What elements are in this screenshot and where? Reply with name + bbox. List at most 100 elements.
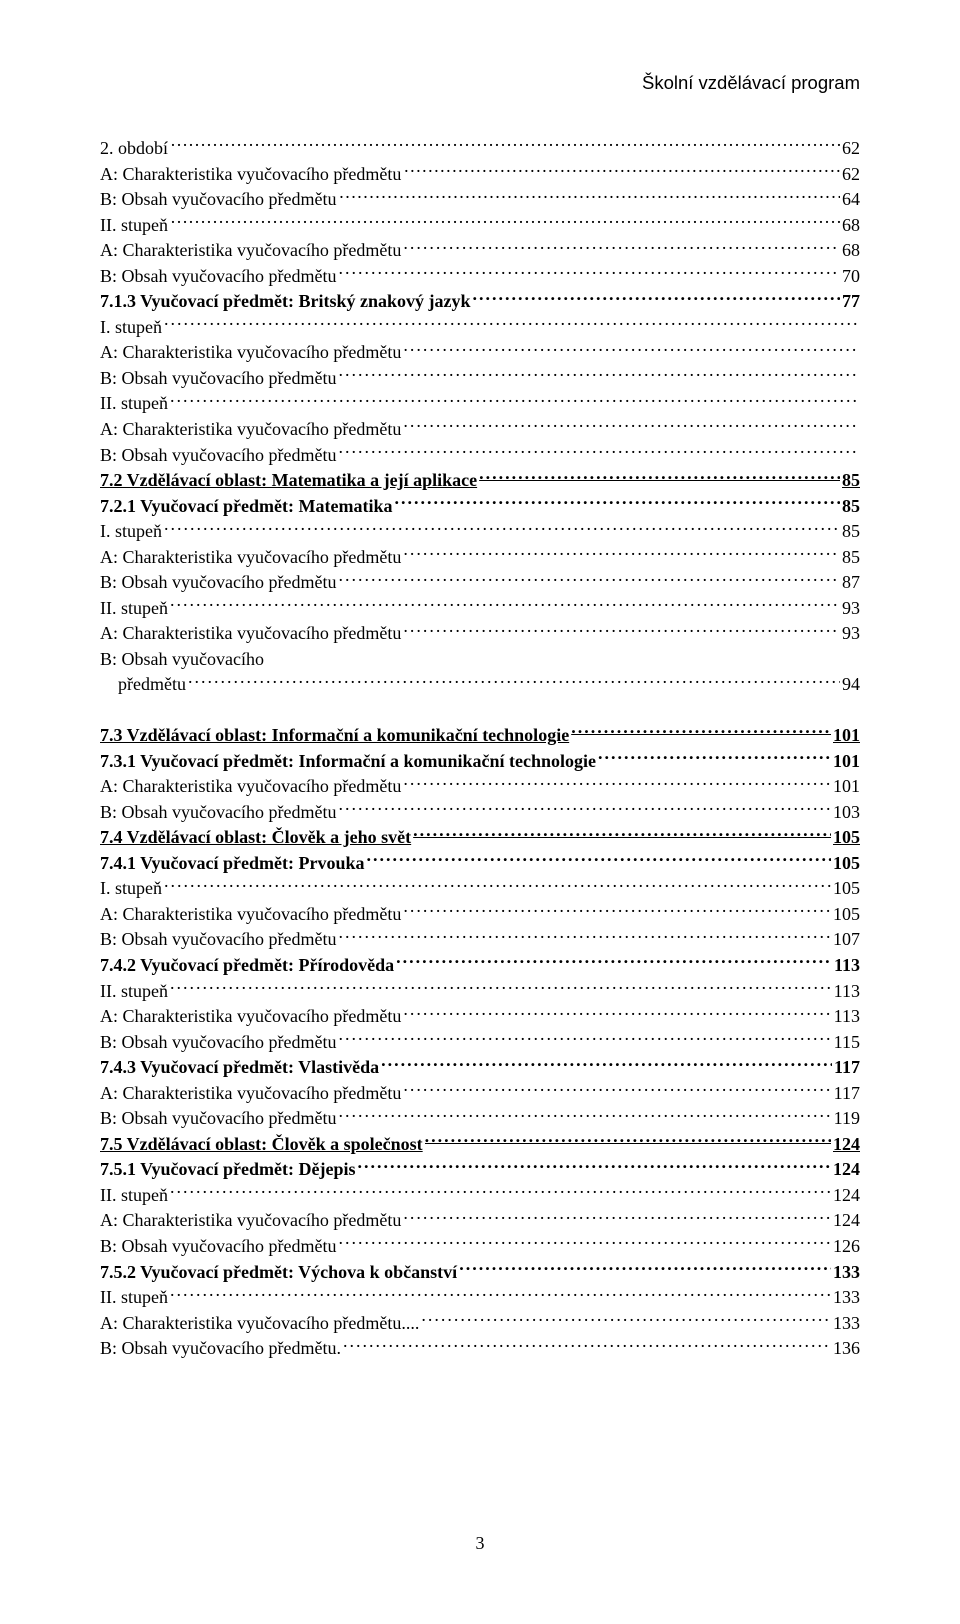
toc-leader (170, 979, 832, 997)
toc-leader (357, 1157, 831, 1175)
toc-page: 105 (833, 902, 860, 928)
toc-page: 85 (842, 494, 860, 520)
toc-label: A: Charakteristika vyučovacího předmětu (100, 774, 401, 800)
toc-leader (403, 902, 831, 920)
toc-page: 101 (833, 723, 860, 749)
toc-label: A: Charakteristika vyučovacího předmětu (100, 1208, 401, 1234)
toc-leader (338, 800, 831, 818)
toc-label: I. stupeň (100, 315, 162, 341)
toc-leader (338, 1234, 831, 1252)
toc-page: 85 (842, 545, 860, 571)
toc-leader (343, 1336, 831, 1354)
toc-entry: B: Obsah vyučovacího předmětu (100, 366, 860, 392)
toc-entry: 7.2.1 Vyučovací předmět: Matematika85 (100, 494, 860, 520)
toc-leader (479, 468, 840, 486)
toc-entry: A: Charakteristika vyučovacího předmětu.… (100, 1311, 860, 1337)
toc-label: 7.1.3 Vyučovací předmět: Britský znakový… (100, 289, 471, 315)
toc-entry: A: Charakteristika vyučovacího předmětu1… (100, 902, 860, 928)
toc-label: 2. období (100, 136, 168, 162)
toc-page: 105 (833, 851, 860, 877)
toc-leader (338, 1030, 831, 1048)
toc-leader (394, 494, 840, 512)
toc-page: 101 (833, 749, 860, 775)
toc-page: 126 (833, 1234, 860, 1260)
toc-entry: 7.4.1 Vyučovací předmět: Prvouka105 (100, 851, 860, 877)
toc-leader (338, 570, 840, 588)
toc-leader (338, 927, 831, 945)
toc-label: A: Charakteristika vyučovacího předmětu (100, 162, 401, 188)
toc-label: II. stupeň (100, 1183, 168, 1209)
toc-label: 7.3.1 Vyučovací předmět: Informační a ko… (100, 749, 596, 775)
toc-leader (403, 621, 840, 639)
toc-entry: B: Obsah vyučovacího předmětu 126 (100, 1234, 860, 1260)
toc-leader (403, 1004, 831, 1022)
toc-leader (403, 774, 831, 792)
toc-entry: 7.5.2 Vyučovací předmět: Výchova k občan… (100, 1260, 860, 1286)
toc-page: 113 (834, 953, 860, 979)
toc-page: 105 (833, 825, 860, 851)
toc-page: 94 (842, 672, 860, 698)
toc-label: A: Charakteristika vyučovacího předmětu (100, 340, 401, 366)
toc-page: 77 (842, 289, 860, 315)
toc-entry: 7.4.3 Vyučovací předmět: Vlastivěda117 (100, 1055, 860, 1081)
toc-entry: 7.3.1 Vyučovací předmět: Informační a ko… (100, 749, 860, 775)
toc-leader (421, 1311, 831, 1329)
toc-label: A: Charakteristika vyučovacího předmětu (100, 545, 401, 571)
toc-label: B: Obsah vyučovacího předmětu (100, 1234, 336, 1260)
toc-page: 113 (834, 1004, 860, 1030)
toc-entry: B: Obsah vyučovacího předmětu107 (100, 927, 860, 953)
toc-entry: 2. období62 (100, 136, 860, 162)
toc-leader (396, 953, 832, 971)
toc-entry: 7.4 Vzdělávací oblast: Člověk a jeho svě… (100, 825, 860, 851)
toc-page: 68 (842, 238, 860, 264)
toc-label: B: Obsah vyučovacího předmětu (100, 443, 336, 469)
toc-page: 85 (842, 468, 860, 494)
toc-entry: A: Charakteristika vyučovacího předmětu1… (100, 1081, 860, 1107)
toc-leader (403, 545, 840, 563)
toc-label: B: Obsah vyučovacího (100, 647, 264, 673)
toc-label: 7.5 Vzdělávací oblast: Člověk a společno… (100, 1132, 423, 1158)
page-header: Školní vzdělávací program (100, 72, 860, 94)
toc-label: B: Obsah vyučovacího předmětu (100, 570, 336, 596)
toc-leader (381, 1055, 832, 1073)
toc-label: A: Charakteristika vyučovacího předmětu (100, 1081, 401, 1107)
toc-page: 115 (834, 1030, 860, 1056)
toc-entry-cont: předmětu94 (100, 672, 860, 698)
toc-leader (403, 1081, 831, 1099)
toc-entry: B: Obsah vyučovacího předmětu103 (100, 800, 860, 826)
toc-page: 87 (842, 570, 860, 596)
toc-leader (338, 366, 858, 384)
page-number-value: 3 (476, 1533, 485, 1553)
toc-label: 7.3 Vzdělávací oblast: Informační a komu… (100, 723, 569, 749)
toc-label: A: Charakteristika vyučovacího předmětu (100, 417, 401, 443)
page-number: 3 (0, 1533, 960, 1554)
toc-page: 136 (833, 1336, 860, 1362)
toc-page: 93 (842, 621, 860, 647)
toc-entry: B: Obsah vyučovacího (100, 647, 860, 673)
toc-leader (459, 1260, 831, 1278)
toc-label: II. stupeň (100, 596, 168, 622)
document-page: Školní vzdělávací program 2. období62A: … (0, 0, 960, 1624)
toc-page: 85 (842, 519, 860, 545)
toc-page: 93 (842, 596, 860, 622)
toc-leader (338, 1106, 831, 1124)
toc-label: B: Obsah vyučovacího předmětu (100, 366, 336, 392)
toc-entry: II. stupeň 93 (100, 596, 860, 622)
toc-page: 62 (842, 162, 860, 188)
toc-entry: A: Charakteristika vyučovacího předmětu1… (100, 1208, 860, 1234)
toc-label: 7.2 Vzdělávací oblast: Matematika a její… (100, 468, 477, 494)
toc-entry: II. stupeň (100, 391, 860, 417)
toc-leader (367, 851, 832, 869)
toc-page: 101 (833, 774, 860, 800)
toc-entry: B: Obsah vyučovacího předmětu 87 (100, 570, 860, 596)
toc-leader (170, 213, 840, 231)
toc-leader (403, 238, 840, 256)
toc-page: 119 (834, 1106, 860, 1132)
toc-leader (164, 876, 831, 894)
toc-label: B: Obsah vyučovacího předmětu (100, 927, 336, 953)
toc-entry: B: Obsah vyučovacího předmětu (100, 443, 860, 469)
toc-label: II. stupeň (100, 213, 168, 239)
toc-leader (403, 417, 858, 435)
toc-entry: B: Obsah vyučovacího předmětu.136 (100, 1336, 860, 1362)
toc-page: 68 (842, 213, 860, 239)
